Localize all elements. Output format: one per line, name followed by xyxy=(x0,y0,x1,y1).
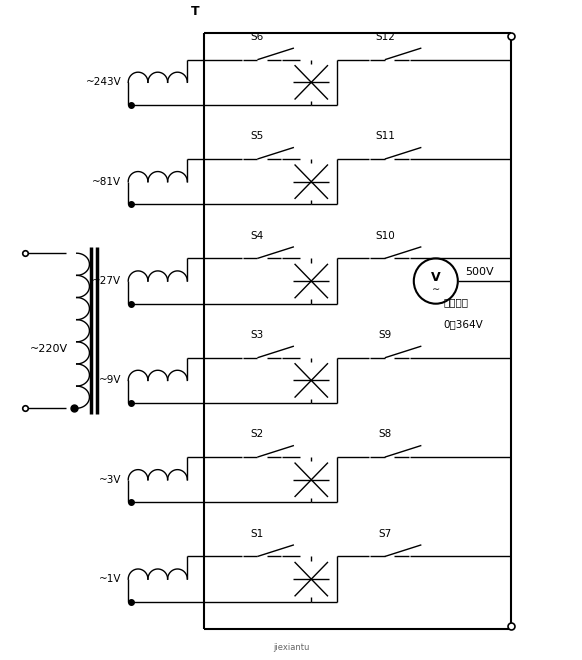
Text: S9: S9 xyxy=(378,330,392,340)
Text: S3: S3 xyxy=(251,330,264,340)
Text: 输出电压: 输出电压 xyxy=(443,297,469,307)
Text: ~3V: ~3V xyxy=(99,475,121,484)
Text: ~220V: ~220V xyxy=(30,344,69,354)
Text: S7: S7 xyxy=(378,529,392,539)
Text: 0～364V: 0～364V xyxy=(443,319,483,329)
Text: S11: S11 xyxy=(375,131,395,141)
Text: ~9V: ~9V xyxy=(99,376,121,385)
Text: S2: S2 xyxy=(251,429,264,439)
Text: V: V xyxy=(431,271,441,284)
Text: S12: S12 xyxy=(375,32,395,42)
Text: S4: S4 xyxy=(251,230,264,240)
Text: S6: S6 xyxy=(251,32,264,42)
Text: S5: S5 xyxy=(251,131,264,141)
Text: S10: S10 xyxy=(375,230,395,240)
Text: ~27V: ~27V xyxy=(92,276,121,286)
Text: ∼: ∼ xyxy=(432,284,440,294)
Text: ~81V: ~81V xyxy=(92,177,121,187)
Text: T: T xyxy=(191,5,200,18)
Text: ~1V: ~1V xyxy=(99,574,121,584)
Text: 500V: 500V xyxy=(465,267,494,277)
Text: ~243V: ~243V xyxy=(86,77,121,87)
Text: S8: S8 xyxy=(378,429,392,439)
Text: S1: S1 xyxy=(251,529,264,539)
Text: jiexiantu: jiexiantu xyxy=(273,644,309,652)
